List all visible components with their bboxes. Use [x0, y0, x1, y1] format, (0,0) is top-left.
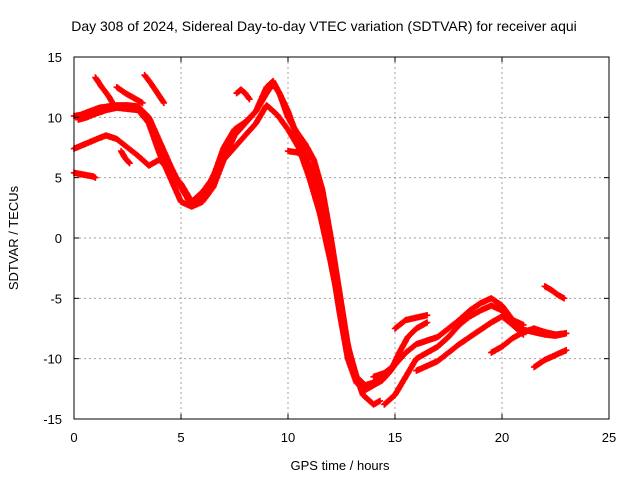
x-tick-label: 25	[602, 430, 616, 445]
data-point-markers	[391, 312, 431, 332]
series-arc-5	[92, 74, 116, 107]
series-arc-12	[370, 295, 527, 380]
y-tick-label: 10	[48, 110, 62, 125]
series-arc-17	[541, 283, 568, 302]
grid	[74, 57, 609, 419]
axis-ticks: 0 5 10 15 20 25 -15 -10 -5 0 5 10 15	[43, 50, 616, 445]
series-arc-13	[413, 313, 527, 374]
x-tick-label: 5	[177, 430, 184, 445]
y-tick-label: -15	[43, 412, 62, 427]
y-tick-label: -10	[43, 352, 62, 367]
series-arc-2	[75, 80, 403, 394]
series-arc-10	[284, 147, 313, 163]
x-tick-label: 0	[70, 430, 77, 445]
y-tick-label: -5	[50, 291, 62, 306]
y-tick-label: 15	[48, 50, 62, 65]
series-arc-16	[530, 347, 570, 371]
series-arc-15	[488, 325, 570, 356]
data-point-markers	[92, 74, 116, 107]
data-point-markers	[70, 77, 431, 389]
data-point-markers	[284, 147, 313, 163]
series-arc-8	[117, 147, 133, 167]
x-tick-label: 10	[281, 430, 295, 445]
data-point-markers	[541, 283, 568, 302]
series-arc-7	[113, 84, 146, 107]
y-tick-label: 0	[55, 231, 62, 246]
data-point-markers	[70, 169, 99, 181]
data-point-markers	[370, 295, 527, 380]
series-arc-9	[233, 86, 253, 103]
data-point-markers	[530, 347, 570, 371]
series-arc-14	[391, 312, 431, 332]
data-point-markers	[413, 313, 527, 374]
x-tick-label: 15	[388, 430, 402, 445]
series-arc-4	[70, 169, 99, 181]
data-point-markers	[488, 325, 570, 356]
x-axis-label: GPS time / hours	[291, 458, 390, 473]
y-axis-label: SDTVAR / TECUs	[6, 185, 21, 290]
data-point-markers	[117, 147, 133, 167]
data-point-markers	[233, 86, 253, 103]
data-marks	[70, 71, 570, 408]
series-arc-6	[141, 71, 168, 107]
y-tick-label: 5	[55, 171, 62, 186]
data-point-markers	[141, 71, 168, 107]
data-point-markers	[75, 80, 403, 394]
x-tick-label: 20	[495, 430, 509, 445]
chart-title: Day 308 of 2024, Sidereal Day-to-day VTE…	[71, 18, 577, 34]
data-point-markers	[113, 84, 146, 107]
series-arc-1	[70, 77, 431, 389]
